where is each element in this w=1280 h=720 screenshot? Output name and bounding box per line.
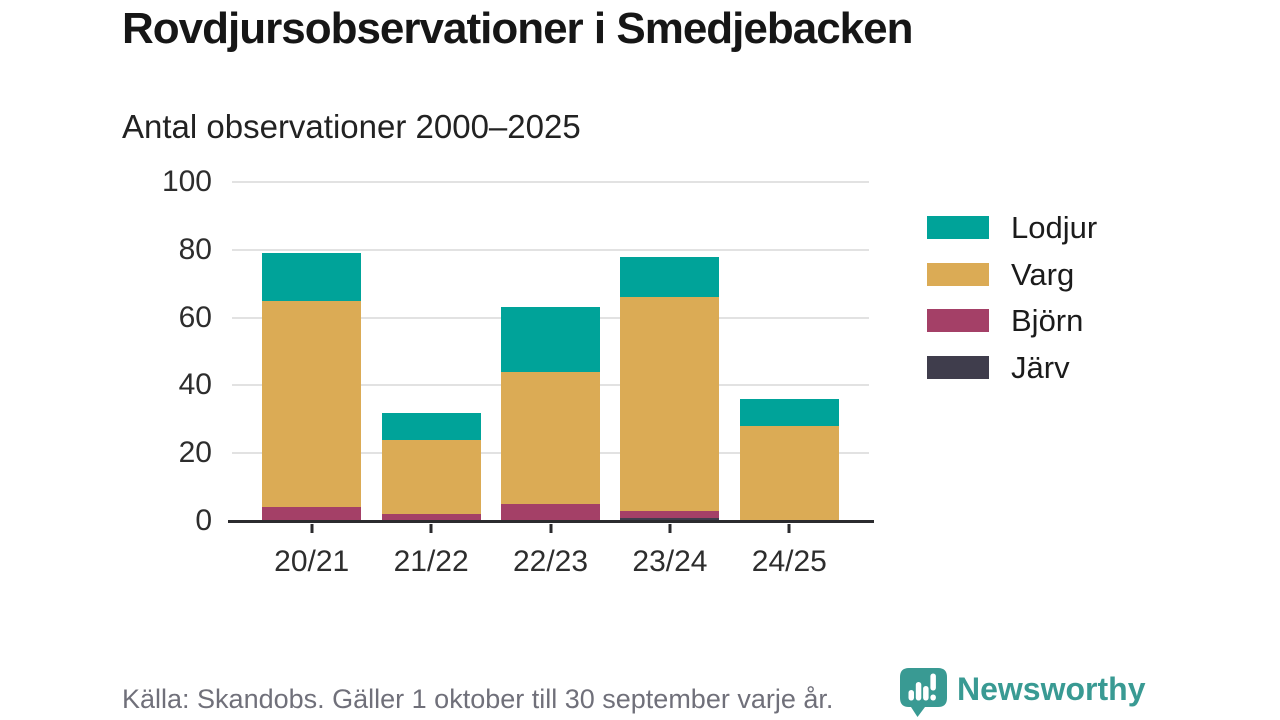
newsworthy-logo-icon [900, 668, 947, 717]
bar-group-24/25: 24/25 [730, 182, 849, 578]
legend-label-lodjur: Lodjur [1011, 210, 1098, 245]
y-axis-label-80: 80 [178, 232, 212, 266]
bar-group-23/24: 23/24 [610, 182, 729, 578]
x-axis-tick-24/25 [787, 524, 791, 533]
stacked-bar-23/24 [620, 256, 720, 521]
x-axis-label-21/22: 21/22 [393, 545, 469, 578]
x-axis-tick-21/22 [429, 524, 433, 533]
legend-item-lodjur: Lodjur [927, 210, 1098, 245]
legend-swatch-björn [927, 309, 989, 332]
stacked-bar-21/22 [381, 412, 481, 521]
chart-title: Rovdjursobservationer i Smedjebacken [122, 4, 914, 53]
bar-segment-varg-22/23 [501, 371, 601, 505]
bars-container: 20/21 21/22 22/23 23/24 24/25 [232, 182, 869, 578]
x-axis-label-23/24: 23/24 [632, 545, 708, 578]
chart-subtitle: Antal observationer 2000–2025 [122, 108, 581, 145]
stacked-bar-20/21 [262, 253, 362, 521]
x-axis-line [228, 520, 874, 523]
gridline-80 [232, 248, 869, 251]
bar-segment-varg-23/24 [620, 297, 720, 511]
bar-group-22/23: 22/23 [491, 182, 610, 578]
y-axis-label-0: 0 [195, 504, 212, 537]
y-axis-label-20: 20 [178, 436, 212, 470]
legend-swatch-varg [927, 262, 989, 286]
y-axis-label-60: 60 [178, 300, 212, 334]
legend-swatch-järv [927, 355, 989, 379]
legend-item-varg: Varg [927, 256, 1097, 292]
x-axis-tick-22/23 [549, 524, 553, 533]
legend-item-järv: Järv [927, 349, 1097, 385]
stacked-bar-22/23 [501, 307, 601, 521]
legend-label-björn: Björn [1011, 303, 1084, 338]
newsworthy-brand-text: Newsworthy [957, 671, 1146, 707]
gridline-100 [232, 181, 869, 183]
plot-area: 20/21 21/22 22/23 23/24 24/25 [228, 181, 874, 578]
bar-segment-björn-21/22 [381, 514, 481, 521]
legend-label-järv: Järv [1011, 349, 1070, 385]
bar-segment-lodjur-23/24 [620, 256, 720, 298]
bar-segment-lodjur-20/21 [262, 253, 362, 301]
bar-segment-björn-20/21 [262, 507, 362, 521]
legend: Lodjur Varg Björn Järv [927, 210, 1098, 402]
stacked-bar-24/25 [739, 398, 839, 521]
x-axis-label-20/21: 20/21 [274, 545, 350, 578]
bar-segment-varg-21/22 [381, 439, 481, 515]
y-axis-label-40: 40 [178, 368, 212, 402]
legend-item-björn: Björn [927, 303, 1097, 338]
x-axis-tick-23/24 [668, 524, 672, 533]
x-axis-tick-20/21 [310, 524, 314, 533]
x-axis-label-22/23: 22/23 [512, 545, 589, 578]
legend-swatch-lodjur [927, 216, 989, 239]
bar-segment-björn-23/24 [620, 510, 720, 518]
bar-group-21/22: 21/22 [371, 182, 490, 578]
y-axis-label-100: 100 [161, 165, 212, 198]
bar-segment-järv-23/24 [620, 517, 720, 521]
bar-segment-lodjur-22/23 [501, 307, 601, 372]
bar-segment-lodjur-21/22 [381, 412, 481, 440]
x-axis-label-24/25: 24/25 [751, 545, 827, 578]
legend-label-varg: Varg [1011, 256, 1075, 292]
bar-segment-varg-24/25 [739, 426, 839, 521]
source-note: Källa: Skandobs. Gäller 1 oktober till 3… [122, 684, 834, 714]
bar-segment-lodjur-24/25 [739, 398, 839, 427]
bar-segment-varg-20/21 [262, 300, 362, 508]
y-axis: 0 20 40 60 80 100 [122, 165, 212, 537]
bar-group-20/21: 20/21 [252, 182, 371, 578]
bar-segment-björn-22/23 [501, 504, 601, 521]
